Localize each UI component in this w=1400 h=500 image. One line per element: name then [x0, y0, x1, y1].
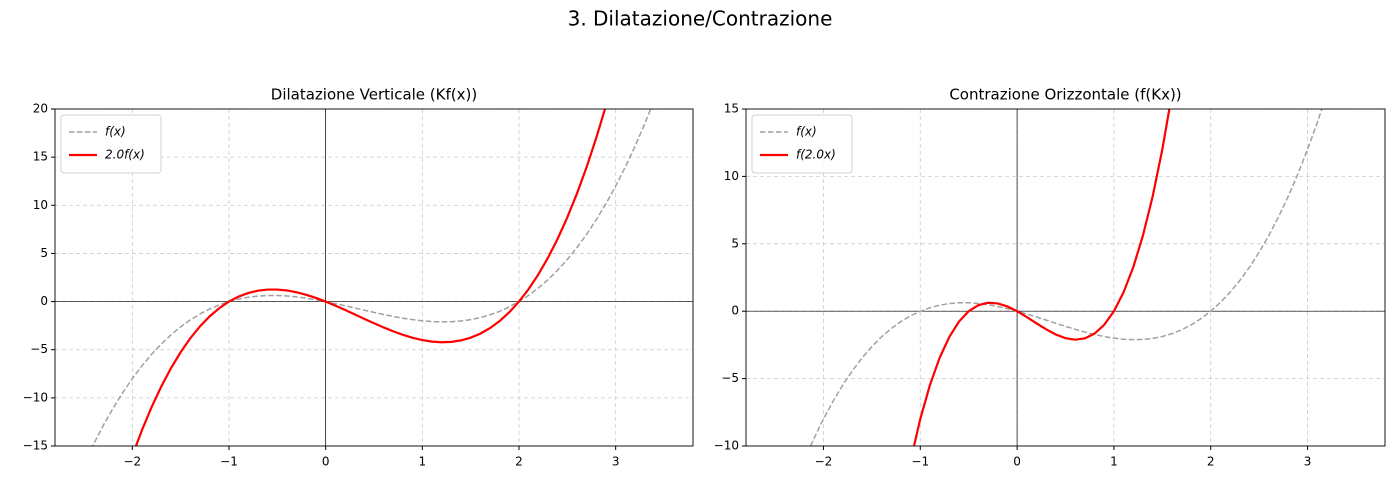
plot-area	[91, 109, 652, 446]
x-tick-label: −1	[220, 455, 238, 469]
axes-frame	[54, 108, 694, 447]
y-tick-label: 5	[731, 236, 739, 250]
series-line	[91, 109, 652, 446]
chart-title: Dilatazione Verticale (Kf(x))	[271, 86, 477, 104]
legend-box	[751, 114, 853, 174]
x-tick-label: 0	[1013, 455, 1021, 469]
y-tick-label: −10	[714, 439, 739, 453]
x-tick-label: 2	[515, 455, 523, 469]
y-tick-label: 10	[724, 169, 739, 183]
x-tick-label: 3	[612, 455, 620, 469]
series-line	[809, 109, 1323, 446]
x-tick-label: −2	[815, 455, 833, 469]
plot-area	[809, 109, 1323, 446]
legend-label: f(x)	[105, 125, 126, 139]
y-tick-label: 15	[724, 102, 739, 116]
y-tick-label: 20	[33, 102, 48, 116]
x-tick-label: −1	[911, 455, 929, 469]
legend-box	[60, 114, 162, 174]
series-line	[912, 109, 1171, 446]
y-tick-label: −5	[721, 371, 739, 385]
y-tick-label: 0	[40, 294, 48, 308]
x-tick-label: 1	[419, 455, 427, 469]
x-tick-label: 1	[1110, 455, 1118, 469]
axes-frame	[745, 108, 1386, 447]
x-tick-label: 0	[322, 455, 330, 469]
y-tick-label: −5	[30, 342, 48, 356]
legend-label: f(x)	[796, 125, 817, 139]
y-tick-label: 10	[33, 198, 48, 212]
legend-label: f(2.0x)	[796, 148, 836, 162]
x-tick-label: 3	[1304, 455, 1312, 469]
y-tick-label: 0	[731, 304, 739, 318]
series-line	[134, 109, 607, 446]
x-tick-label: 2	[1207, 455, 1215, 469]
chart-title: Contrazione Orizzontale (f(Kx))	[949, 86, 1181, 104]
figure-title: 3. Dilatazione/Contrazione	[568, 7, 833, 31]
y-tick-label: −10	[23, 390, 48, 404]
legend-label: 2.0f(x)	[105, 148, 145, 162]
y-tick-label: 15	[33, 150, 48, 164]
x-tick-label: −2	[123, 455, 141, 469]
y-tick-label: −15	[23, 439, 48, 453]
y-tick-label: 5	[40, 246, 48, 260]
